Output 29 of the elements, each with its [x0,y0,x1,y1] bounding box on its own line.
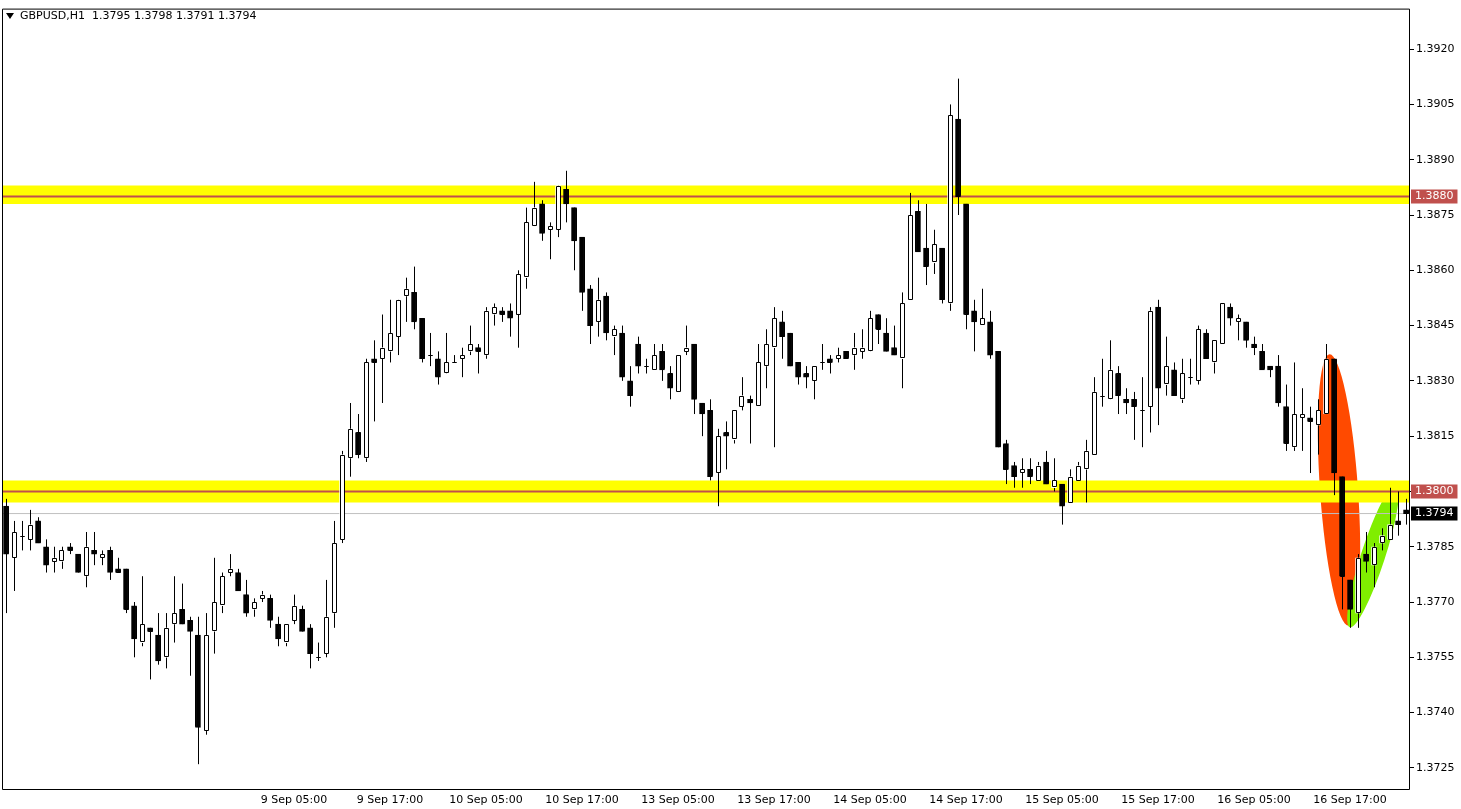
y-tick-label: 1.3725 [1416,760,1455,774]
x-tick-label: 10 Sep 17:00 [545,793,619,807]
ref-line-label: 1.3794 [1415,506,1454,520]
y-tick-label: 1.3905 [1416,97,1455,111]
y-tick-label: 1.3785 [1416,539,1455,553]
x-tick-label: 13 Sep 05:00 [641,793,715,807]
y-tick-label: 1.3845 [1416,318,1455,332]
ref-line-label: 1.3880 [1415,189,1454,203]
x-tick-label: 10 Sep 05:00 [449,793,523,807]
y-tick-label: 1.3875 [1416,207,1455,221]
y-tick-label: 1.3770 [1416,594,1455,608]
x-tick-label: 14 Sep 05:00 [833,793,907,807]
y-tick-label: 1.3920 [1416,42,1455,55]
x-tick-label: 15 Sep 05:00 [1025,793,1099,807]
y-tick-label: 1.3830 [1416,373,1455,387]
y-tick-label: 1.3740 [1416,705,1455,719]
x-tick-label: 16 Sep 17:00 [1313,793,1387,807]
x-tick-label: 16 Sep 05:00 [1217,793,1291,807]
chart-title: GBPUSD,H1 1.3795 1.3798 1.3791 1.3794 [20,9,257,22]
y-tick-label: 1.3860 [1416,263,1455,277]
x-tick-label: 14 Sep 17:00 [929,793,1003,807]
ref-line-label: 1.3800 [1415,484,1454,498]
y-tick-label: 1.3890 [1416,152,1455,166]
x-tick-label: 9 Sep 05:00 [260,793,328,807]
x-tick-label: 13 Sep 17:00 [737,793,811,807]
y-tick-label: 1.3815 [1416,429,1455,443]
y-tick-label: 1.3755 [1416,650,1455,664]
x-tick-label: 9 Sep 17:00 [356,793,424,807]
x-tick-label: 15 Sep 17:00 [1121,793,1195,807]
